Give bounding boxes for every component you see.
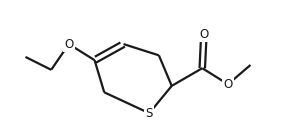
Text: O: O <box>64 38 74 51</box>
Text: S: S <box>145 107 153 120</box>
Text: O: O <box>223 78 233 91</box>
Text: O: O <box>199 28 208 41</box>
